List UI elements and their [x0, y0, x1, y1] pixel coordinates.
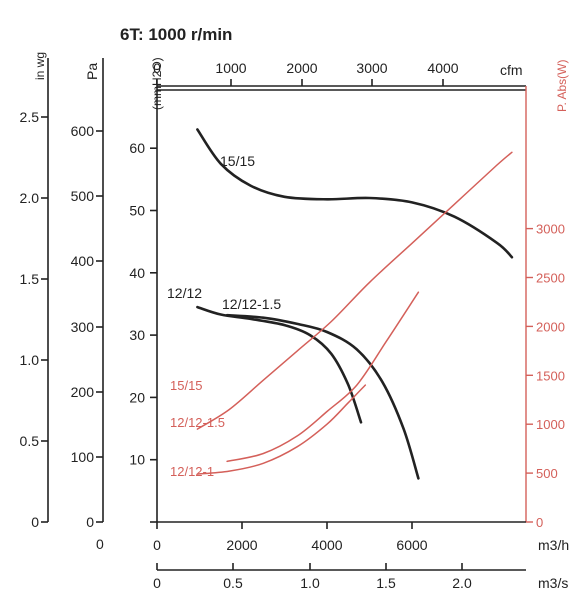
m3s-tick-label: 1.5: [376, 575, 396, 591]
pa-tick-label: 0: [86, 514, 94, 530]
label-15-15-pressure: 15/15: [220, 153, 255, 169]
label-15-15-power: 15/15: [170, 378, 203, 393]
m3h-tick-label: 6000: [396, 537, 427, 553]
m3s-tick-label: 1.0: [300, 575, 320, 591]
pa-tick-label: 500: [71, 188, 95, 204]
label-12-12-1-power: 12/12-1: [170, 464, 214, 479]
pa-tick-label: 600: [71, 123, 95, 139]
inwg-tick-label: 1.0: [20, 352, 40, 368]
power-tick-label: 2000: [536, 319, 565, 334]
pa-tick-label: 200: [71, 384, 95, 400]
pressure-curve-12-12: [196, 305, 363, 424]
pa-tick-label: 400: [71, 253, 95, 269]
power-tick-label: 1000: [536, 417, 565, 432]
inwg-tick-label: 2.0: [20, 190, 40, 206]
power-curve-12-12-1: [196, 384, 367, 475]
m3h-tick-label: 4000: [311, 537, 342, 553]
pressure-curve-15-15: [196, 128, 514, 259]
mmh2o-tick-label: 60: [129, 140, 145, 156]
pressure-curve-12-12-1-5: [225, 313, 420, 480]
power-curve-15-15: [196, 151, 513, 430]
m3h-tick-label: 0: [153, 537, 161, 553]
cfm-tick-label: 4000: [427, 60, 458, 76]
mmh2o-tick-label: 20: [129, 389, 145, 405]
inwg-tick-label: 0.5: [20, 433, 40, 449]
inwg-tick-label: 2.5: [20, 109, 40, 125]
inwg-tick-label: 0: [31, 514, 39, 530]
m3h-tick-label: 2000: [226, 537, 257, 553]
inwg-tick-label: 1.5: [20, 271, 40, 287]
m3h-axis-label: m3/h: [538, 537, 569, 553]
power-tick-label: 1500: [536, 368, 565, 383]
power-axis-label: P. Abs(W): [555, 60, 569, 112]
cfm-tick-label: 3000: [356, 60, 387, 76]
power-tick-label: 500: [536, 466, 558, 481]
origin-zero-label: 0: [96, 536, 104, 552]
cfm-axis-label: cfm: [500, 62, 523, 78]
power-tick-label: 2500: [536, 271, 565, 286]
m3s-tick-label: 0: [153, 575, 161, 591]
m3s-tick-label: 0.5: [223, 575, 243, 591]
cfm-tick-label: 2000: [286, 60, 317, 76]
m3s-tick-label: 2.0: [452, 575, 472, 591]
inwg-axis-label: in wg: [33, 52, 47, 80]
m3s-axis-label: m3/s: [538, 575, 568, 591]
label-12-12-1-5-power: 12/12-1.5: [170, 415, 225, 430]
mmh2o-axis-label: (mmH2O): [150, 57, 164, 110]
power-curve-12-12-1-5: [226, 291, 420, 463]
mmh2o-tick-label: 40: [129, 265, 145, 281]
pa-tick-label: 100: [71, 449, 95, 465]
power-tick-label: 3000: [536, 222, 565, 237]
mmh2o-tick-label: 10: [129, 452, 145, 468]
pa-tick-label: 300: [71, 319, 95, 335]
axis-lines: [47, 58, 527, 571]
cfm-tick-label: 0: [153, 60, 161, 76]
pa-axis-label: Pa: [84, 63, 100, 80]
cfm-tick-label: 1000: [215, 60, 246, 76]
chart-title: 6T: 1000 r/min: [120, 25, 232, 44]
label-12-12-1-5-pressure: 12/12-1.5: [222, 296, 281, 312]
series-layer: [196, 128, 514, 480]
mmh2o-tick-label: 30: [129, 327, 145, 343]
power-tick-label: 0: [536, 515, 543, 530]
label-12-12-pressure: 12/12: [167, 285, 202, 301]
axis-ticks: 102030405060010020030040050060000.51.01.…: [20, 60, 565, 591]
mmh2o-tick-label: 50: [129, 203, 145, 219]
